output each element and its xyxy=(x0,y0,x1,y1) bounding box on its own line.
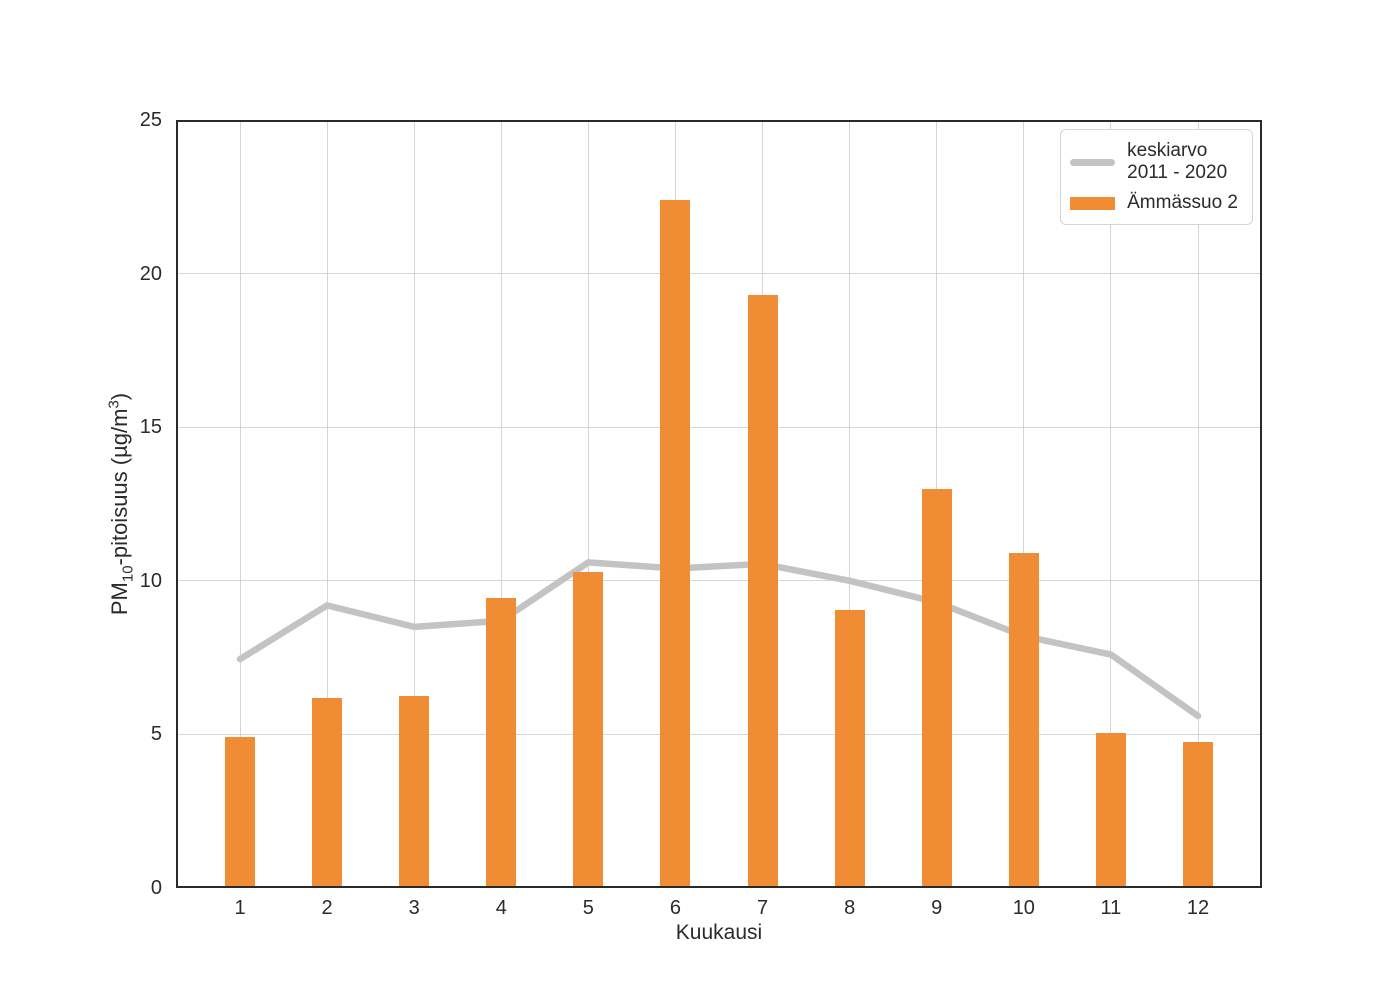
legend-label-line1: keskiarvo xyxy=(1127,140,1208,161)
horizontal-gridline-5 xyxy=(176,733,1262,735)
x-axis-title: Kuukausi xyxy=(675,921,763,944)
x-tick-6: 6 xyxy=(669,897,682,919)
x-tick-11: 11 xyxy=(1100,897,1122,919)
bar-month-5 xyxy=(573,571,604,888)
bar-month-3 xyxy=(399,696,430,888)
bar-month-8 xyxy=(834,609,865,888)
y-tick-20: 20 xyxy=(139,262,162,285)
y-tick-25: 25 xyxy=(139,109,162,131)
legend-label-line2: 2011 - 2020 xyxy=(1127,162,1228,183)
x-tick-8: 8 xyxy=(844,897,856,919)
vertical-gridline-10 xyxy=(1023,120,1025,888)
x-tick-9: 9 xyxy=(931,897,943,919)
line-swatch-icon xyxy=(1070,158,1116,166)
x-tick-5: 5 xyxy=(582,897,594,919)
legend: keskiarvo 2011 - 2020 Ämmässuo 2 xyxy=(1060,129,1253,225)
bar-month-10 xyxy=(1008,553,1039,888)
vertical-gridline-1 xyxy=(239,120,241,888)
bar-month-11 xyxy=(1095,732,1126,888)
legend-item-keskiarvo: keskiarvo 2011 - 2020 xyxy=(1070,140,1238,184)
x-tick-7: 7 xyxy=(756,897,769,919)
vertical-gridline-2 xyxy=(326,120,328,888)
average-line xyxy=(236,559,1202,720)
x-tick-12: 12 xyxy=(1186,897,1210,919)
y-tick-5: 5 xyxy=(150,723,162,746)
x-tick-4: 4 xyxy=(495,897,507,919)
y-tick-10: 10 xyxy=(139,569,162,592)
x-tick-2: 2 xyxy=(321,897,333,919)
y-tick-15: 15 xyxy=(139,416,162,439)
bar-month-1 xyxy=(225,737,255,888)
bar-month-12 xyxy=(1183,742,1213,888)
y-tick-0: 0 xyxy=(150,877,162,899)
bar-month-2 xyxy=(312,697,343,888)
x-axis-tick-labels: 1 2 3 4 5 6 7 8 9 10 11 12 xyxy=(176,897,1262,923)
x-tick-10: 10 xyxy=(1012,897,1035,919)
x-tick-3: 3 xyxy=(408,897,420,919)
plot-area: keskiarvo 2011 - 2020 Ämmässuo 2 xyxy=(176,120,1262,888)
horizontal-gridline-15 xyxy=(176,426,1262,428)
vertical-gridline-12 xyxy=(1197,120,1199,888)
bar-month-9 xyxy=(921,488,952,888)
vertical-gridline-5 xyxy=(587,120,589,888)
vertical-gridline-11 xyxy=(1110,120,1112,888)
legend-item-ammassuo: Ämmässuo 2 xyxy=(1070,192,1238,214)
vertical-gridline-4 xyxy=(500,120,502,888)
bar-swatch-icon xyxy=(1070,196,1116,210)
legend-label-keskiarvo: keskiarvo 2011 - 2020 xyxy=(1127,140,1227,184)
bar-month-6 xyxy=(660,199,691,888)
horizontal-gridline-20 xyxy=(176,273,1262,275)
horizontal-gridline-10 xyxy=(176,580,1262,582)
x-tick-1: 1 xyxy=(234,897,246,919)
bar-month-4 xyxy=(486,597,517,888)
legend-label-ammassuo: Ämmässuo 2 xyxy=(1127,192,1238,213)
vertical-gridline-3 xyxy=(413,120,415,888)
y-axis-tick-labels: 0 5 10 15 20 25 xyxy=(0,110,162,898)
bar-month-7 xyxy=(747,295,778,888)
vertical-gridline-8 xyxy=(849,120,851,888)
